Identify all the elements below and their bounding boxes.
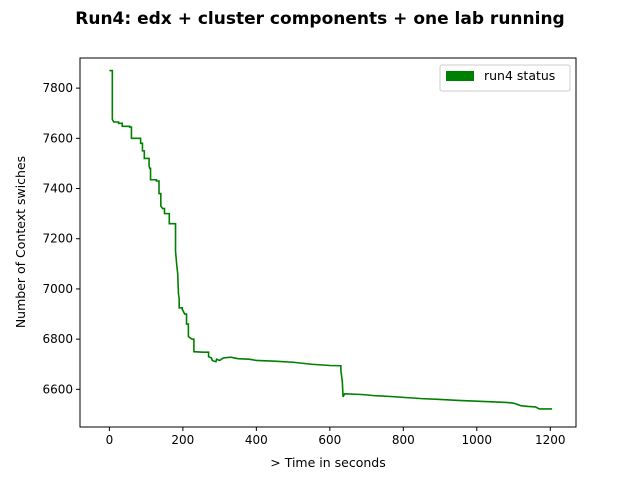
y-tick-label: 7000 (42, 282, 73, 296)
legend-swatch (446, 71, 474, 81)
x-tick-label: 800 (392, 433, 415, 447)
y-tick-label: 7800 (42, 81, 73, 95)
x-axis-label: > Time in seconds (270, 455, 385, 470)
x-tick-label: 1200 (535, 433, 566, 447)
y-axis-label: Number of Context swiches (13, 156, 28, 328)
x-tick-label: 600 (318, 433, 341, 447)
y-tick-label: 6600 (42, 382, 73, 396)
series-line-0 (109, 69, 553, 410)
ticks-group: 0 200 400 600 800 1000 1200 6600 6800 7000 7200 740… (42, 81, 565, 447)
x-tick-label: 1000 (462, 433, 493, 447)
legend: run4 status (439, 64, 571, 92)
x-tick-label: 200 (171, 433, 194, 447)
y-tick-label: 7200 (42, 232, 73, 246)
chart-title: Run4: edx + cluster components + one lab… (75, 9, 564, 29)
legend-label: run4 status (484, 68, 555, 83)
x-tick-label: 400 (245, 433, 268, 447)
y-tick-label: 6800 (42, 332, 73, 346)
y-tick-label: 7400 (42, 182, 73, 196)
y-tick-label: 7600 (42, 131, 73, 145)
plot-frame (79, 57, 577, 428)
series-group (109, 69, 553, 410)
x-tick-label: 0 (106, 433, 114, 447)
plot-area (80, 58, 576, 427)
